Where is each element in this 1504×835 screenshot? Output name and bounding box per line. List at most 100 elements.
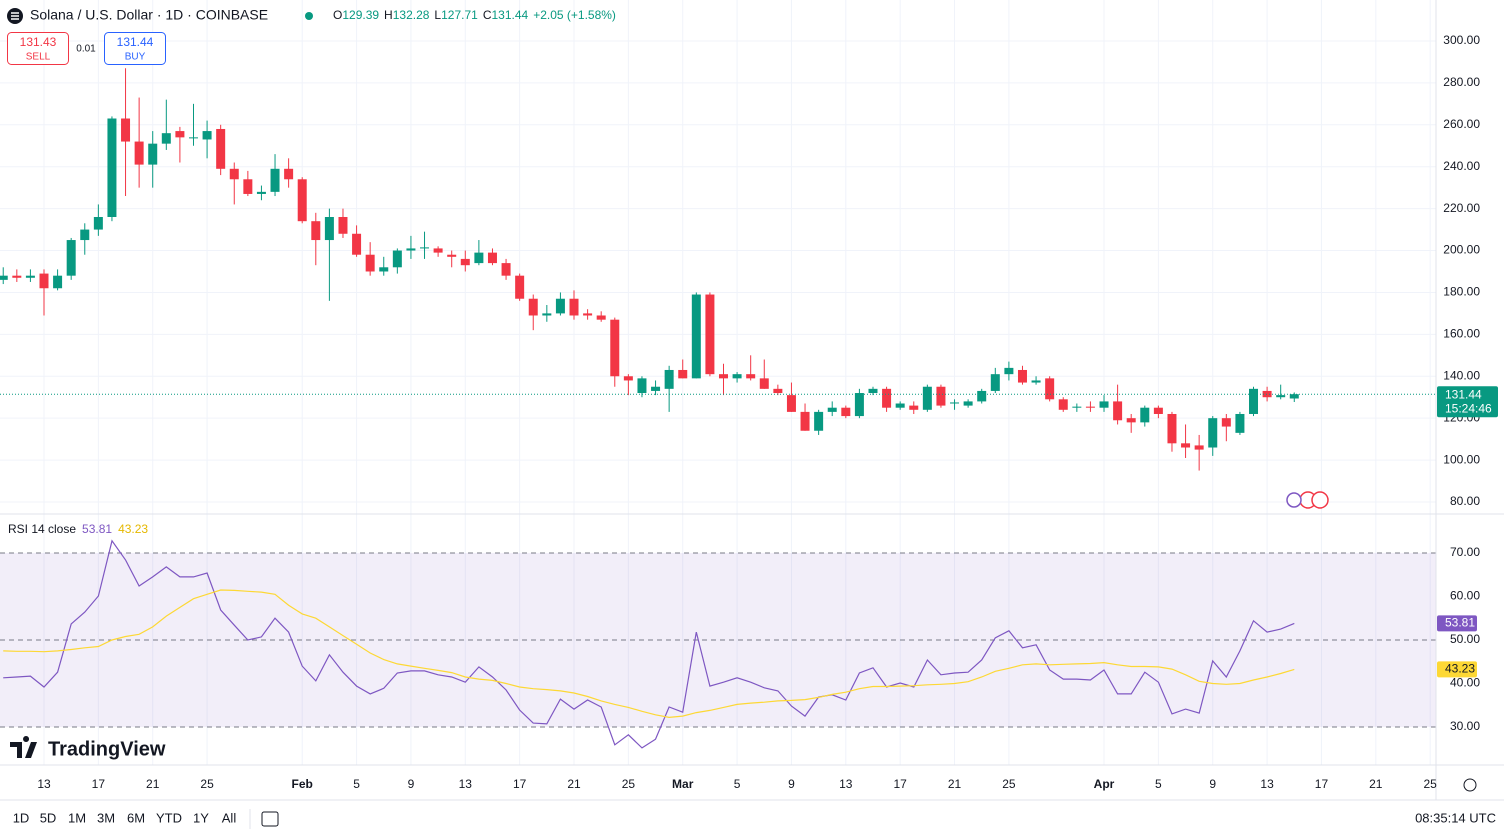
x-tick-label: Feb <box>292 777 313 791</box>
candle-body <box>311 221 321 241</box>
x-tick-label: 5 <box>1155 777 1162 791</box>
x-tick-label: 21 <box>948 777 962 791</box>
candle-body <box>338 216 348 234</box>
x-tick-label: 9 <box>788 777 795 791</box>
event-icon[interactable] <box>1311 491 1329 509</box>
spread: 0.01 <box>76 44 96 55</box>
settings-icon[interactable] <box>1463 778 1477 792</box>
y-tick-label: 240.00 <box>1443 159 1480 173</box>
candle-body <box>474 252 484 264</box>
range-button[interactable]: 1D <box>13 810 30 825</box>
x-tick-label: 13 <box>1260 777 1274 791</box>
candle-body <box>1289 394 1299 399</box>
y-tick-label: 220.00 <box>1443 201 1480 215</box>
candle-body <box>1140 407 1150 423</box>
range-button[interactable]: 1M <box>68 810 86 825</box>
candle-body <box>1085 406 1095 408</box>
candle-body <box>1113 401 1123 421</box>
symbol-icon-lines <box>11 12 19 20</box>
y-tick-label: 30.00 <box>1450 719 1480 733</box>
rsi-tag-value: 43.23 <box>1445 662 1475 676</box>
calendar-icon[interactable] <box>261 811 279 827</box>
x-tick-label: 25 <box>1424 777 1438 791</box>
candle-body <box>963 401 973 406</box>
candle-body <box>501 263 511 276</box>
candle-body <box>392 250 402 268</box>
candle-body <box>664 369 674 389</box>
candle-body <box>569 298 579 316</box>
rsi-line <box>3 539 1295 749</box>
candle-body <box>800 411 810 431</box>
buy-button[interactable]: 131.44 BUY <box>104 32 166 65</box>
candle-body <box>80 229 90 241</box>
x-tick-label: Mar <box>672 777 694 791</box>
candle-body <box>365 254 375 272</box>
candle-body <box>651 386 661 391</box>
candle-body <box>216 128 226 169</box>
range-button[interactable]: 1Y <box>193 810 209 825</box>
candle-body <box>420 247 430 249</box>
candle-body <box>854 393 864 417</box>
candle-body <box>25 275 35 278</box>
candle-body <box>175 131 185 138</box>
candle-body <box>746 374 756 379</box>
x-tick-label: 17 <box>1315 777 1329 791</box>
candle-body <box>528 298 538 316</box>
ohlc-label: H <box>384 8 393 22</box>
x-tick-label: 9 <box>408 777 415 791</box>
candle-body <box>1276 395 1286 398</box>
logo-text: TradingView <box>48 738 166 760</box>
candle-body <box>93 216 103 230</box>
y-tick-label: 280.00 <box>1443 75 1480 89</box>
x-tick-label: 25 <box>622 777 636 791</box>
y-tick-label: 60.00 <box>1450 589 1480 603</box>
range-button[interactable]: 3M <box>97 810 115 825</box>
y-tick-label: 160.00 <box>1443 327 1480 341</box>
candle-body <box>12 275 22 278</box>
candle-body <box>990 374 1000 391</box>
y-tick-label: 300.00 <box>1443 33 1480 47</box>
candle-body <box>161 133 171 144</box>
buy-price: 131.44 <box>117 35 154 49</box>
candle-body <box>188 137 198 139</box>
clock: 08:35:14 UTC <box>1415 810 1496 825</box>
candle-body <box>950 402 960 404</box>
candle-body <box>936 386 946 406</box>
y-tick-label: 80.00 <box>1450 494 1480 508</box>
candle-body <box>0 275 8 280</box>
candle-body <box>1208 418 1218 448</box>
range-button[interactable]: 6M <box>127 810 145 825</box>
range-button[interactable]: All <box>222 810 237 825</box>
candle-body <box>773 388 783 394</box>
ohlc-value: 129.39 <box>342 8 379 22</box>
candle-body <box>542 313 552 316</box>
candle-body <box>1194 445 1204 450</box>
x-tick-label: 17 <box>893 777 907 791</box>
event-icon[interactable] <box>1286 492 1302 508</box>
marks <box>0 68 1436 749</box>
y-tick-label: 200.00 <box>1443 243 1480 257</box>
candle-body <box>134 141 144 165</box>
candle-body <box>759 378 769 389</box>
candle-body <box>1153 407 1163 414</box>
sell-button[interactable]: 131.43 SELL <box>7 32 69 65</box>
rsi-tag-value: 53.81 <box>1445 616 1475 630</box>
candle-body <box>243 179 253 194</box>
range-button[interactable]: YTD <box>156 810 182 825</box>
buy-label: BUY <box>125 52 146 63</box>
rsi-band <box>0 552 1436 727</box>
candle-body <box>107 118 117 217</box>
candle-body <box>447 254 457 257</box>
ohlc-value: 131.44 <box>491 8 528 22</box>
x-tick-label: 5 <box>353 777 360 791</box>
range-button[interactable]: 5D <box>40 810 57 825</box>
x-tick-label: 17 <box>513 777 527 791</box>
rsi-value: 53.81 <box>82 522 112 536</box>
x-tick-label: 25 <box>1002 777 1016 791</box>
logo-icon <box>10 736 37 758</box>
candle-body <box>515 275 525 299</box>
candle-body <box>1167 413 1177 444</box>
